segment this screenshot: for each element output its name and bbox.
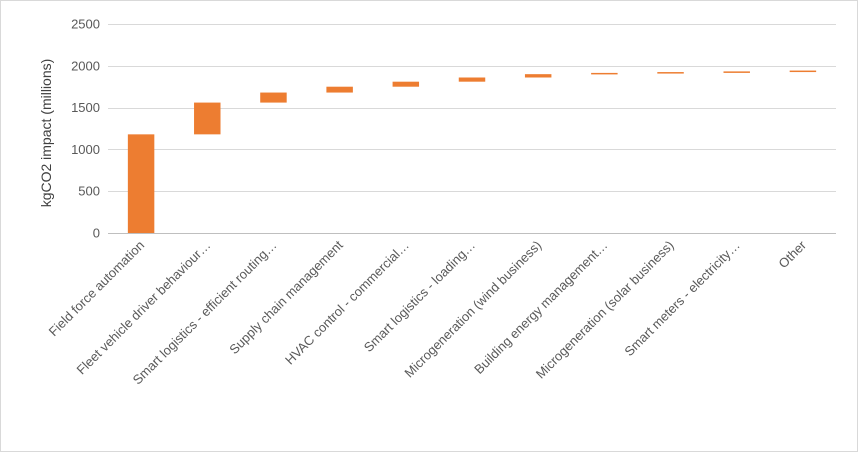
waterfall-bar bbox=[524, 74, 552, 78]
x-tick-label: Smart logistics - efficient routing… bbox=[130, 238, 280, 388]
waterfall-bar bbox=[458, 77, 486, 82]
y-tick-label: 1500 bbox=[71, 100, 100, 115]
x-tick-label: Supply chain management bbox=[226, 237, 346, 357]
waterfall-bar bbox=[723, 71, 750, 73]
y-tick-label: 1000 bbox=[71, 142, 100, 157]
y-tick-label: 500 bbox=[78, 184, 100, 199]
x-tick-label: HVAC control - commercial… bbox=[282, 238, 412, 368]
y-tick-label: 2500 bbox=[71, 17, 100, 32]
x-tick-label: Smart meters - electricity… bbox=[621, 238, 742, 359]
waterfall-bar bbox=[127, 134, 155, 233]
y-tick-label: 2000 bbox=[71, 58, 100, 73]
bars bbox=[127, 70, 817, 233]
waterfall-bar bbox=[789, 70, 817, 73]
x-tick-label: Smart logistics - loading… bbox=[361, 238, 478, 355]
waterfall-bar bbox=[326, 86, 353, 93]
waterfall-bar bbox=[392, 81, 420, 87]
x-tick-label: Other bbox=[775, 237, 809, 271]
y-tick-label: 0 bbox=[93, 226, 100, 241]
x-tick-label: Microgeneration (solar business) bbox=[533, 238, 677, 382]
x-tick-label: Building energy management… bbox=[471, 238, 610, 377]
x-tick-label: Microgeneration (wind business) bbox=[401, 238, 544, 381]
y-tick-labels: 0 500 1000 1500 2000 2500 bbox=[71, 17, 100, 241]
waterfall-bar bbox=[194, 102, 221, 135]
x-tick-label: Fleet vehicle driver behaviour… bbox=[74, 238, 214, 378]
y-axis-title: kgCO2 impact (millions) bbox=[38, 59, 54, 208]
waterfall-bar bbox=[591, 72, 618, 75]
waterfall-bar bbox=[657, 72, 684, 74]
gridlines bbox=[108, 24, 836, 234]
waterfall-bar bbox=[260, 92, 287, 103]
